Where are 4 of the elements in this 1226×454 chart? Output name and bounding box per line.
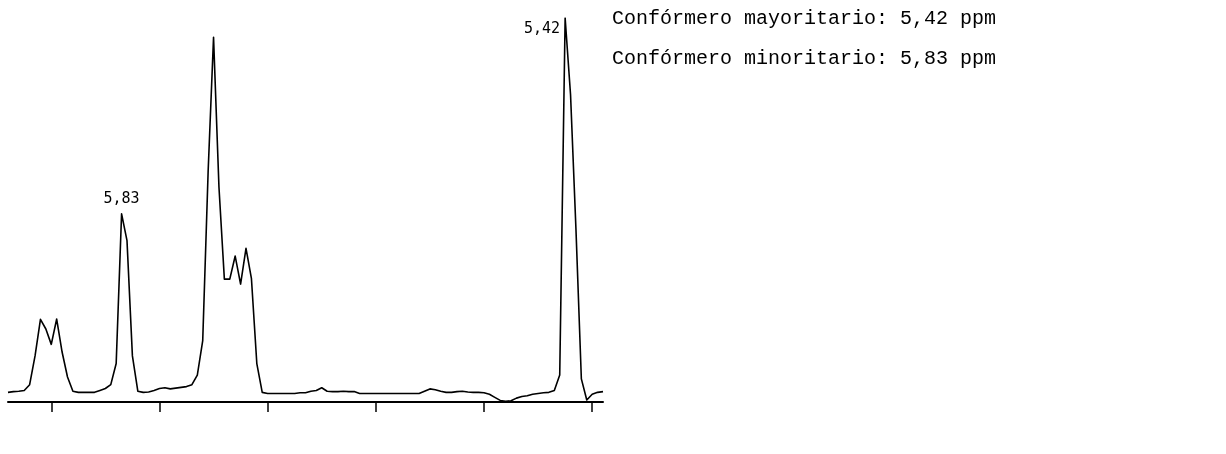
text: Confórmero mayoritario: 5,42 ppm (612, 6, 997, 30)
annotation: 5,42 (524, 19, 561, 37)
text: Confórmero minoritario: 5,83 ppm (612, 46, 997, 70)
annotation: 5,83 (103, 189, 140, 208)
